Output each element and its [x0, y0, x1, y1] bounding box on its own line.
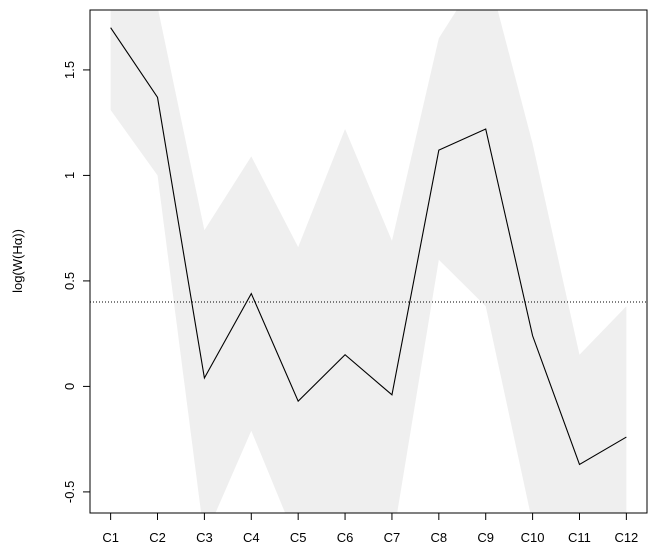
y-tick-label: -0.5: [62, 481, 77, 503]
y-tick-label: 0: [62, 383, 77, 390]
x-tick-label: C11: [568, 530, 591, 545]
plot-area: [90, 10, 647, 513]
x-tick-label: C8: [431, 530, 448, 545]
x-tick-label: C5: [290, 530, 307, 545]
y-tick-label: 1.5: [62, 61, 77, 79]
data-line: [110, 27, 627, 466]
y-tick-label: 1: [62, 172, 77, 179]
x-tick-label: C1: [102, 530, 119, 545]
plot-frame: [89, 9, 648, 514]
y-tick-label: 0.5: [62, 272, 77, 290]
x-tick-label: C9: [477, 530, 494, 545]
x-tick-label: C3: [196, 530, 213, 545]
x-tick-label: C7: [384, 530, 401, 545]
x-tick-label: C12: [614, 530, 638, 545]
confidence-band: [110, 10, 627, 513]
x-tick-label: C4: [243, 530, 260, 545]
x-tick-label: C6: [337, 530, 354, 545]
x-tick-label: C10: [521, 530, 545, 545]
x-tick-label: C2: [149, 530, 166, 545]
y-axis-label: log(W(Hα)): [10, 229, 25, 293]
